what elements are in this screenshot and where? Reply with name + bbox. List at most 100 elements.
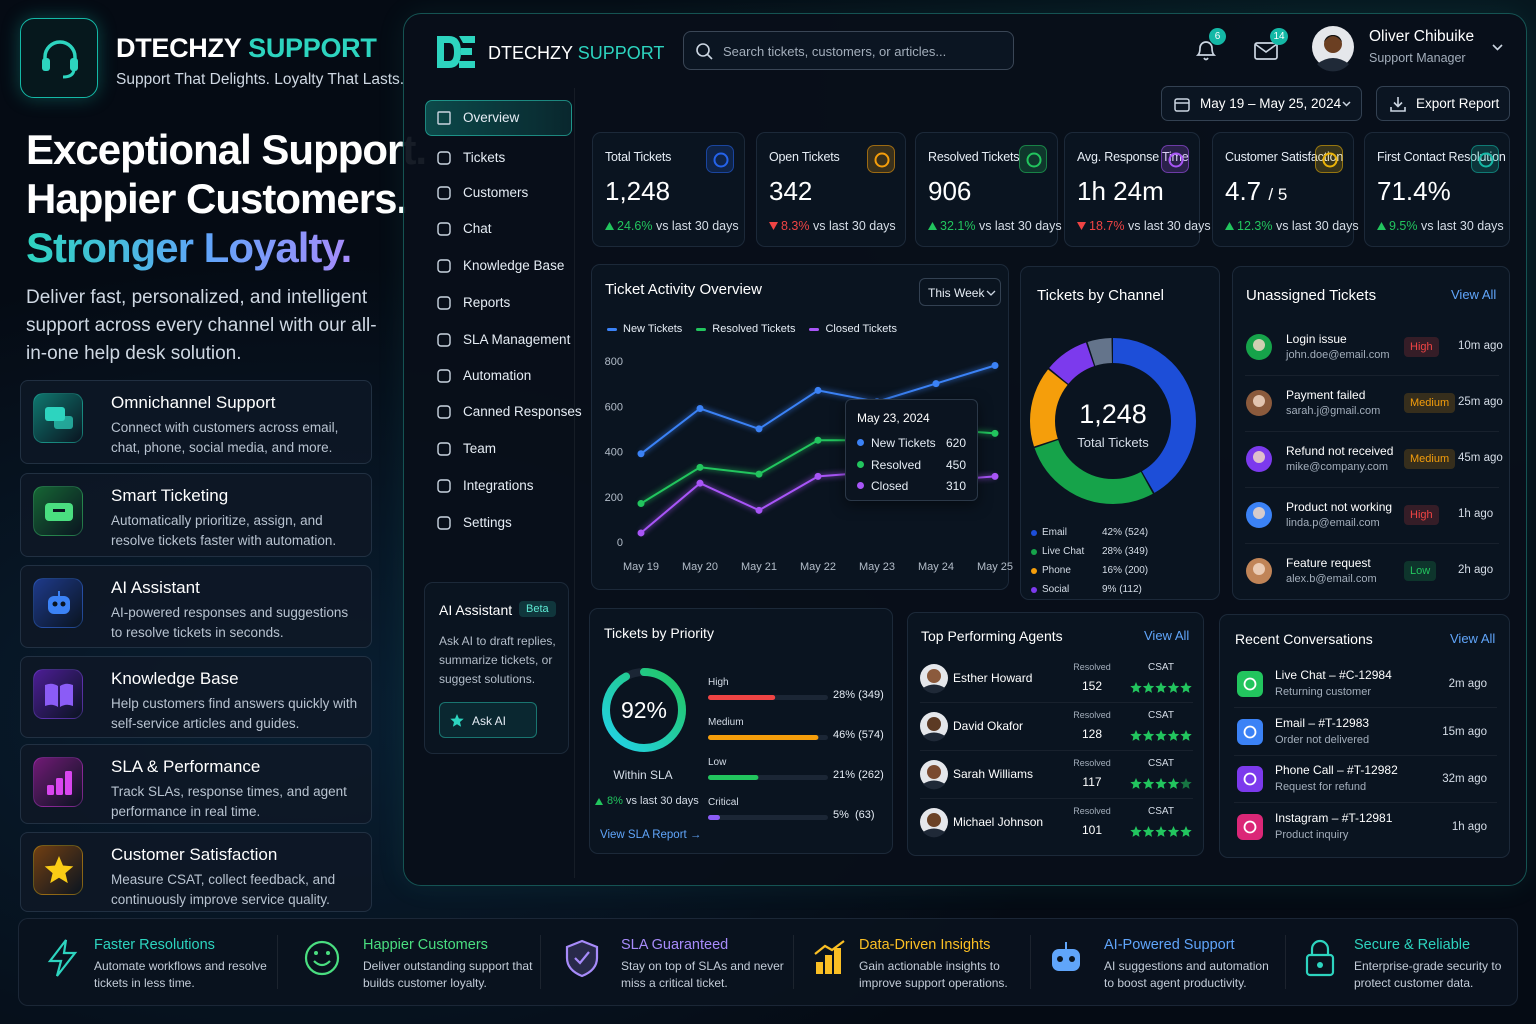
feature-title: Omnichannel Support xyxy=(111,393,276,412)
kpi-change-row: 32.1% vs last 30 days xyxy=(940,219,1062,233)
search-icon xyxy=(696,43,713,60)
legend-label: Phone xyxy=(1042,565,1071,576)
legend-swatch xyxy=(809,327,820,331)
glyph xyxy=(54,416,73,429)
feature-card: SLA & Performance Track SLAs, response ti… xyxy=(20,744,372,824)
nav-item[interactable]: SLA Management xyxy=(463,332,571,347)
bar xyxy=(708,695,776,700)
feature-description: Track SLAs, response times, and agent pe… xyxy=(111,784,347,819)
brand-name: DTECHZY SUPPORT xyxy=(116,33,377,64)
nav-item[interactable]: Customers xyxy=(463,185,529,200)
nav-item[interactable]: Integrations xyxy=(463,478,534,493)
kpi-number: 1,248 xyxy=(605,176,671,206)
chevron xyxy=(1342,101,1351,107)
nav-icon xyxy=(437,259,451,273)
kpi-label: First Contact Resolution xyxy=(1377,150,1506,164)
glyph xyxy=(814,940,845,955)
chart-card: Tickets by Priority 92% Within SLA 8% vs la… xyxy=(589,608,893,854)
kpi-glyph xyxy=(1168,152,1184,168)
conversation-time: 2m ago xyxy=(1448,678,1487,690)
view-all-link[interactable]: View All xyxy=(1144,628,1190,643)
ai-button[interactable]: Ask AI xyxy=(439,702,537,738)
ai-button-label: Ask AI xyxy=(472,714,507,728)
avatar xyxy=(1246,390,1272,416)
notification-badge: 6 xyxy=(1209,28,1226,45)
kpi-value: 1,248 xyxy=(605,176,670,207)
data-point xyxy=(991,362,999,370)
tooltip-dot xyxy=(857,460,864,468)
glyph xyxy=(595,798,603,805)
nav-item[interactable]: Canned Responses xyxy=(463,404,582,419)
chart-filter[interactable]: This Week xyxy=(919,278,1001,306)
nav-item[interactable]: Team xyxy=(463,441,497,456)
date-button[interactable]: May 19 – May 25, 2024 xyxy=(1161,86,1362,121)
export-button[interactable]: Export Report xyxy=(1376,86,1510,121)
nav-item[interactable]: Reports xyxy=(463,295,511,310)
avatar xyxy=(920,664,948,694)
kpi-glyph xyxy=(1478,152,1494,168)
search-box[interactable]: Search tickets, customers, or articles..… xyxy=(683,31,1014,70)
feature-description: Connect with customers across email, cha… xyxy=(111,420,339,455)
y-tick-label: 200 xyxy=(605,492,623,504)
tooltip-dot xyxy=(857,482,864,489)
bar xyxy=(708,775,759,780)
message-badge: 14 xyxy=(1270,28,1288,45)
legend-swatch xyxy=(607,327,617,331)
sla-link[interactable]: View SLA Report → xyxy=(600,829,702,841)
divider xyxy=(1285,935,1286,989)
y-tick-label: 400 xyxy=(605,447,623,459)
feature-card: AI Assistant AI-powered responses and sug… xyxy=(20,565,372,648)
priority-badge: Medium xyxy=(1404,393,1456,413)
feature-description: Help customers find answers quickly with… xyxy=(111,696,358,731)
legend-item: Closed Tickets xyxy=(809,323,897,335)
trend-arrow xyxy=(928,222,937,230)
kpi-compare: vs last 30 days xyxy=(978,219,1062,233)
donut-segment xyxy=(1030,338,1196,504)
x-tick-label: May 24 xyxy=(918,561,954,573)
view-all-link[interactable]: View All xyxy=(1451,287,1497,302)
nav-item[interactable]: Tickets xyxy=(463,150,506,165)
feature-glyph xyxy=(45,683,73,707)
chevron xyxy=(1492,44,1503,51)
glyph xyxy=(1077,222,1086,230)
kpi-change: 9.5% xyxy=(1389,219,1418,233)
donut-center-label: Total Tickets xyxy=(1077,435,1149,450)
benefit-icon xyxy=(304,940,340,976)
kpi-card: Customer Satisfaction 4.7 / 5 12.3% vs las… xyxy=(1212,132,1359,247)
glyph xyxy=(314,951,318,955)
glyph xyxy=(1069,956,1075,962)
benefit-icon xyxy=(1305,939,1335,977)
star xyxy=(1180,730,1192,741)
star xyxy=(1167,682,1180,693)
trend-arrow xyxy=(1225,222,1234,230)
ticket-email: john.doe@email.com xyxy=(1286,349,1390,361)
agent-name: Esther Howard xyxy=(953,671,1033,685)
nav-item[interactable]: Settings xyxy=(463,515,512,530)
channel-icon xyxy=(1237,813,1263,840)
glyph xyxy=(605,222,614,230)
kpi-change-row: 18.7% vs last 30 days xyxy=(1089,219,1211,233)
kpi-value: 342 xyxy=(769,176,812,207)
star xyxy=(1167,778,1180,789)
kpi-glyph xyxy=(1322,152,1338,168)
x-tick-label: May 23 xyxy=(859,561,895,573)
nav-item[interactable]: Automation xyxy=(463,368,532,383)
view-all-link[interactable]: View All xyxy=(1450,631,1496,646)
kpi-card: Avg. Response Time 1h 24m 18.7% vs last 30… xyxy=(1064,132,1211,247)
glyph xyxy=(816,962,823,974)
nav-item[interactable]: Chat xyxy=(463,221,492,236)
donut-center-value: 1,248 xyxy=(1079,399,1147,429)
benefits-strip xyxy=(18,918,1518,1006)
trend-arrow xyxy=(769,222,778,230)
kpi-number: 1h 24m xyxy=(1077,176,1164,206)
resolved-label: Resolved xyxy=(1073,662,1111,672)
nav-item[interactable]: Overview xyxy=(463,110,520,125)
nav-item[interactable]: Knowledge Base xyxy=(463,258,565,273)
priority-badge: High xyxy=(1404,337,1439,357)
ticket-subject: Login issue xyxy=(1286,332,1347,346)
kpi-change: 24.6% xyxy=(617,219,653,233)
conversation-subtitle: Request for refund xyxy=(1275,781,1367,793)
glyph xyxy=(1390,97,1406,112)
glyph xyxy=(1057,956,1063,962)
data-point xyxy=(814,386,822,394)
